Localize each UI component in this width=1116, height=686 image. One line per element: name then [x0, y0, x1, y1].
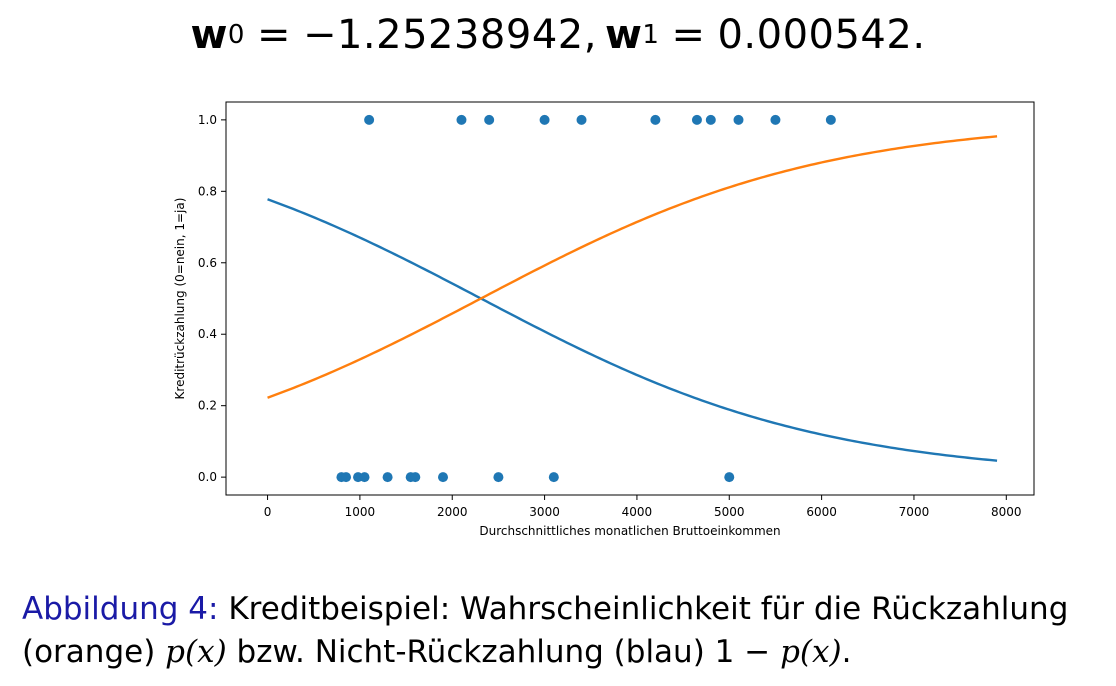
- data-point-16: [650, 114, 661, 125]
- plot-frame: [225, 101, 1035, 496]
- x-tick-label-4: 4000: [622, 505, 653, 519]
- y-axis-label: Kreditrückzahlung (0=nein, 1=ja): [173, 198, 187, 400]
- logistic-regression-chart: 0 1000 2000 3000 4000 5000 6000 7000 8000 0.0 0.2 0…: [173, 101, 1035, 538]
- caption-text-1: Kreditbeispiel: Wahrscheinlichkeit für d…: [218, 591, 1069, 627]
- caption-line-1: Abbildung 4: Kreditbeispiel: Wahrscheinl…: [22, 588, 1112, 631]
- data-point-9: [548, 472, 559, 483]
- caption-line-2: (orange) p(x) bzw. Nicht-Rückzahlung (bl…: [22, 631, 1112, 674]
- caption-formula-p2: p(x): [780, 634, 842, 670]
- x-axis-label: Durchschnittliches monatlichen Bruttoein…: [479, 524, 780, 538]
- data-point-1: [341, 472, 352, 483]
- w0-symbol: w: [190, 12, 228, 58]
- nicht-rueckzahlung-curve: [267, 198, 998, 462]
- data-point-13: [484, 114, 495, 125]
- y-tick-label-1: 0.2: [198, 399, 217, 413]
- caption-text-2a: (orange): [22, 634, 166, 670]
- w1-subscript: 1: [642, 20, 660, 50]
- y-tick-label-2: 0.4: [198, 327, 217, 341]
- w1-symbol: w: [604, 12, 643, 58]
- data-point-21: [825, 114, 836, 125]
- x-tick-label-8: 8000: [991, 505, 1022, 519]
- y-tick-label-4: 0.8: [198, 184, 217, 198]
- w0-equals: =: [256, 12, 291, 58]
- figure-label-link[interactable]: Abbildung 4:: [22, 591, 219, 627]
- data-point-15: [576, 114, 587, 125]
- w0-value: −1.25238942,: [302, 12, 597, 58]
- x-tick-label-3: 3000: [529, 505, 560, 519]
- w1-value: 0.000542.: [717, 12, 926, 58]
- y-tick-label-0: 0.0: [198, 470, 217, 484]
- data-point-8: [493, 472, 504, 483]
- data-point-19: [733, 114, 744, 125]
- x-tick-label-0: 0: [264, 505, 272, 519]
- x-tick-label-5: 5000: [714, 505, 745, 519]
- data-point-4: [382, 472, 393, 483]
- w0-subscript: 0: [227, 20, 245, 50]
- data-point-12: [456, 114, 467, 125]
- caption-text-2c: .: [841, 634, 852, 670]
- data-point-10: [724, 472, 735, 483]
- w1-equals: =: [671, 12, 706, 58]
- data-point-14: [539, 114, 550, 125]
- rueckzahlung-curve: [267, 135, 998, 399]
- x-tick-label-1: 1000: [345, 505, 376, 519]
- data-point-11: [364, 114, 375, 125]
- figure-caption: Abbildung 4: Kreditbeispiel: Wahrscheinl…: [22, 588, 1112, 674]
- x-tick-label-6: 6000: [806, 505, 837, 519]
- data-point-20: [770, 114, 781, 125]
- data-point-6: [410, 472, 421, 483]
- caption-text-2b: bzw. Nicht-Rückzahlung (blau) 1 −: [226, 634, 781, 670]
- y-tick-label-5: 1.0: [198, 113, 217, 127]
- caption-formula-p: p(x): [165, 634, 227, 670]
- data-point-17: [691, 114, 702, 125]
- data-point-3: [359, 472, 370, 483]
- x-tick-label-2: 2000: [437, 505, 468, 519]
- data-point-7: [438, 472, 449, 483]
- data-point-18: [705, 114, 716, 125]
- x-tick-label-7: 7000: [899, 505, 930, 519]
- y-tick-label-3: 0.6: [198, 256, 217, 270]
